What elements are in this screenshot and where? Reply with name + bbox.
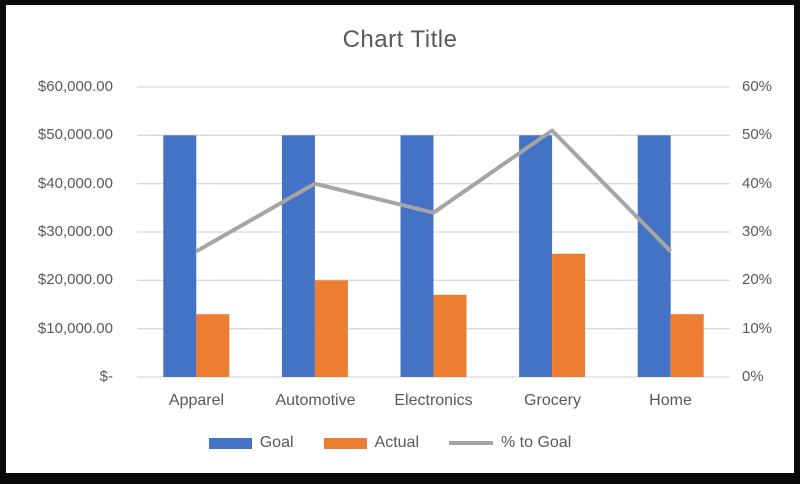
left-axis-tick: $20,000.00: [37, 271, 113, 288]
chart-legend: Goal Actual % to Goal: [0, 434, 780, 452]
legend-label: Actual: [374, 434, 419, 451]
goal-bar: [400, 135, 434, 377]
actual-bar: [314, 280, 348, 377]
legend-label: % to Goal: [501, 434, 572, 451]
frame-border-left: [0, 0, 6, 484]
left-axis-tick: $40,000.00: [37, 175, 113, 192]
actual-bar: [552, 253, 586, 377]
right-axis-tick: 50%: [742, 126, 773, 143]
category-label: Home: [649, 392, 692, 409]
left-axis-tick: $60,000.00: [37, 78, 113, 95]
category-label: Apparel: [168, 392, 225, 409]
goal-bar: [163, 135, 197, 377]
frame-border-right: [794, 0, 800, 484]
percent-to-goal-line: [195, 128, 673, 254]
category-label: Grocery: [524, 392, 581, 409]
right-axis-tick: 20%: [742, 271, 773, 288]
right-axis-tick: 30%: [742, 223, 773, 240]
left-axis-tick: $10,000.00: [37, 320, 113, 337]
category-label: Electronics: [394, 392, 473, 409]
plot-area: [137, 86, 730, 378]
actual-bar: [670, 314, 704, 377]
legend-item-pct-to-goal: % to Goal: [449, 434, 571, 452]
frame-border-bottom: [0, 473, 800, 484]
goal-bar: [281, 135, 315, 377]
frame-border-top: [0, 0, 800, 5]
line-swatch-icon: [449, 441, 493, 445]
legend-item-actual: Actual: [323, 434, 419, 452]
left-axis-tick: $30,000.00: [37, 223, 113, 240]
left-axis-tick: $-: [99, 368, 113, 385]
right-axis-tick: 60%: [742, 78, 773, 95]
left-axis-tick: $50,000.00: [37, 126, 113, 143]
actual-bar: [433, 294, 467, 377]
category-label: Automotive: [275, 392, 356, 409]
right-axis-tick: 10%: [742, 320, 773, 337]
legend-item-goal: Goal: [208, 434, 294, 452]
legend-label: Goal: [259, 434, 294, 451]
actual-swatch-icon: [323, 437, 367, 449]
right-axis-tick: 0%: [742, 368, 764, 385]
goal-swatch-icon: [208, 437, 252, 449]
right-axis-tick: 40%: [742, 175, 773, 192]
actual-bar: [196, 314, 230, 377]
goal-bar: [637, 135, 671, 377]
chart-title: Chart Title: [342, 26, 458, 53]
goal-bar: [519, 135, 553, 377]
